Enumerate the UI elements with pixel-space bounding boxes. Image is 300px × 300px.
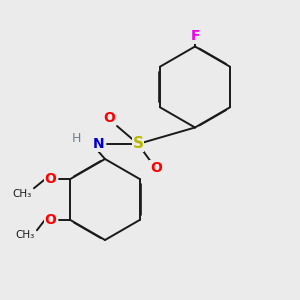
Text: CH₃: CH₃	[16, 230, 35, 240]
Text: S: S	[133, 136, 143, 152]
Text: F: F	[190, 29, 200, 43]
Text: O: O	[44, 213, 56, 227]
Text: CH₃: CH₃	[13, 189, 32, 199]
Text: O: O	[103, 112, 116, 125]
Text: N: N	[93, 137, 105, 151]
Text: H: H	[72, 132, 81, 145]
Text: O: O	[150, 161, 162, 175]
Text: O: O	[44, 172, 56, 186]
